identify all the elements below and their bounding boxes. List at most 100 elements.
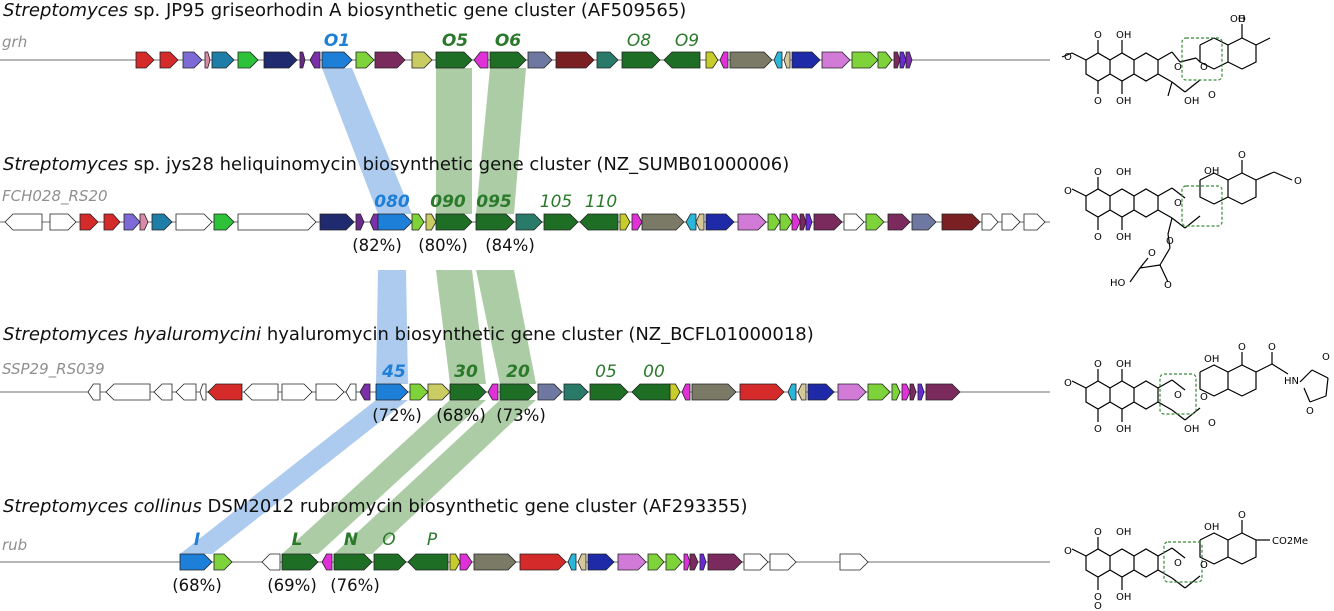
atom-label: O <box>1268 342 1276 353</box>
gene-arrow <box>281 553 319 571</box>
gene-arrow <box>435 213 473 231</box>
atom-label: O <box>1094 167 1102 178</box>
gene-arrow <box>799 213 807 231</box>
gene-label: N <box>344 530 358 550</box>
gene-arrow <box>851 51 879 69</box>
gene-label: O9 <box>675 31 699 51</box>
gene-arrow <box>543 213 579 231</box>
gene-labels: O1 O5 O6 O8 O9 080 090 095 105 110 45 30… <box>194 31 699 550</box>
atom-label: O <box>1166 236 1174 247</box>
gene-arrow <box>409 383 429 401</box>
gene-arrow <box>707 553 743 571</box>
atom-label: O <box>1208 418 1216 429</box>
gene-arrow <box>321 51 353 69</box>
atom-label: O <box>1174 390 1182 401</box>
gene-label: O1 <box>324 31 350 51</box>
gene-label: O8 <box>627 31 651 51</box>
gene-label: 090 <box>430 192 466 212</box>
atom-label: O <box>1174 198 1182 209</box>
gene-arrow <box>213 213 235 231</box>
percent-label: (82%) <box>352 236 402 255</box>
prefix-4: rub <box>2 536 27 554</box>
gene-arrow <box>905 51 913 69</box>
atom-label: O <box>1094 527 1102 538</box>
atom-label: OH <box>1116 30 1131 41</box>
structure-atom-labels: O O OH O OH O O O OH OH O OH O O O O OH … <box>1064 14 1330 611</box>
gene-arrow <box>519 553 567 571</box>
gene-arrow <box>665 553 683 571</box>
gene-arrow <box>631 383 671 401</box>
gene-arrow <box>901 383 911 401</box>
atom-label: O <box>1238 510 1246 521</box>
gene-arrow <box>87 383 101 401</box>
gene-arrow <box>315 383 345 401</box>
gene-arrow <box>791 51 821 69</box>
gene-label: O <box>382 530 395 550</box>
atom-label: O <box>1238 342 1246 353</box>
gene-arrow <box>797 383 807 401</box>
gene-arrow <box>499 383 537 401</box>
atom-label: O <box>1208 90 1216 101</box>
gene-arrow <box>719 51 729 69</box>
atom-label: OH <box>1116 167 1131 178</box>
gene-arrow <box>49 213 77 231</box>
percent-label: (68%) <box>436 406 486 425</box>
gene-arrow <box>175 213 213 231</box>
gene-arrow <box>877 51 893 69</box>
gene-label: P <box>427 530 438 550</box>
gene-arrow <box>579 213 619 231</box>
gene-arrow <box>515 213 543 231</box>
gene-arrow <box>669 383 681 401</box>
gene-arrow <box>411 51 433 69</box>
cluster-title-3: Streptomyces hyaluromycini hyaluromycin … <box>3 324 814 345</box>
gene-label: 45 <box>381 362 406 382</box>
gene-arrow <box>79 213 99 231</box>
gene-arrow <box>699 553 707 571</box>
structure-hyaluromycin <box>1071 352 1329 422</box>
gene-label: 00 <box>643 362 665 382</box>
gene-arrow <box>237 213 317 231</box>
atom-label: O <box>1174 558 1182 569</box>
gene-arrow <box>527 51 553 69</box>
gene-arrow <box>369 213 379 231</box>
gene-arrow <box>867 383 891 401</box>
gene-label: 05 <box>595 362 617 382</box>
atom-label: OH <box>1116 359 1131 370</box>
atom-label: OH <box>1204 166 1219 177</box>
gene-arrow <box>917 383 925 401</box>
gene-arrow <box>407 553 449 571</box>
atom-label: O <box>1064 378 1072 389</box>
gene-arrow <box>647 553 665 571</box>
atom-label: O <box>1094 424 1102 435</box>
atom-label: OH <box>1116 527 1131 538</box>
atom-label: O <box>1064 546 1072 557</box>
gene-arrow <box>805 213 813 231</box>
gene-arrow <box>309 51 321 69</box>
atom-label: CO2Me <box>1272 536 1308 547</box>
gene-arrow <box>199 383 207 401</box>
gene-arrow <box>705 213 735 231</box>
gene-arrow <box>567 553 577 571</box>
gene-arrow <box>153 383 173 401</box>
atom-label: O <box>1200 392 1208 403</box>
gene-label: L <box>292 530 303 550</box>
gene-label: 30 <box>454 362 478 382</box>
homology-links <box>180 68 536 554</box>
atom-label: HN <box>1284 376 1299 387</box>
gene-arrow <box>123 213 141 231</box>
gene-arrow <box>333 553 373 571</box>
atom-label: O <box>1064 52 1072 63</box>
percent-label: (73%) <box>496 406 546 425</box>
atom-label: OH <box>1184 424 1199 435</box>
percent-label: (80%) <box>418 236 468 255</box>
gene-arrow <box>695 213 705 231</box>
gene-arrow <box>207 383 243 401</box>
gene-arrow <box>563 383 589 401</box>
gene-arrow <box>839 553 869 571</box>
gene-arrow <box>243 383 279 401</box>
gene-label: 095 <box>476 192 512 212</box>
gene-arrow <box>179 553 213 571</box>
percent-label: (68%) <box>172 576 222 595</box>
gene-arrow <box>893 51 901 69</box>
percent-label: (69%) <box>267 576 317 595</box>
